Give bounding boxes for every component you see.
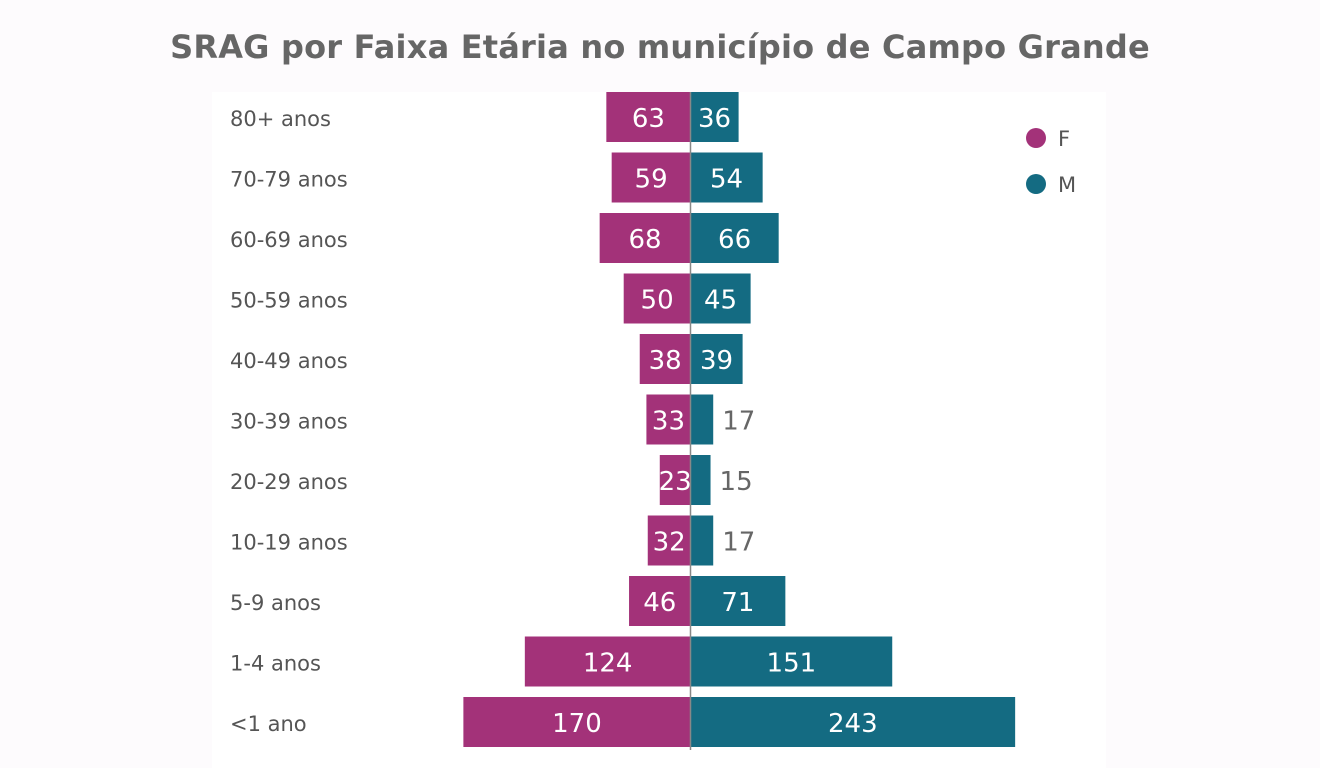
bar-m [690,152,763,203]
bar-m [690,697,1016,747]
bar-f [599,213,691,263]
bar-f [647,515,691,566]
bars [463,92,1016,747]
value-label-f: 46 [643,588,676,618]
category-label: 50-59 anos [230,289,348,313]
bar-f [606,92,691,142]
bar-m [690,455,711,505]
value-label-f: 124 [583,649,633,679]
category-label: <1 ano [230,712,307,736]
chart-title: SRAG por Faixa Etária no município de Ca… [170,28,1150,66]
category-label: 1-4 anos [230,652,321,676]
value-label-f: 38 [649,346,682,376]
value-label-m: 71 [721,588,754,618]
legend-marker [1026,128,1046,148]
category-label: 10-19 anos [230,531,348,555]
bar-f [639,334,691,384]
legend-marker [1026,174,1046,194]
category-label: 60-69 anos [230,228,348,252]
category-label: 20-29 anos [230,470,348,494]
bar-m [690,273,751,324]
bar-m [690,576,786,626]
value-label-m: 15 [720,467,753,497]
legend-label: M [1058,173,1076,197]
bar-m [690,636,893,687]
legend-label: F [1058,127,1070,151]
category-label: 30-39 anos [230,410,348,434]
value-label-f: 63 [632,104,665,134]
value-label-f: 32 [653,528,686,558]
category-label: 80+ anos [230,107,331,131]
bar-f [623,273,691,324]
bar-f [524,636,691,687]
value-label-m: 66 [718,225,751,255]
bar-f [629,576,691,626]
bar-m [690,334,743,384]
legend: FM [1026,127,1076,197]
value-label-m: 36 [698,104,731,134]
category-labels: 80+ anos 70-79 anos 60-69 anos 50-59 anos 40… [230,107,348,736]
value-label-f: 50 [641,286,674,316]
value-label-m: 151 [767,649,817,679]
category-label: 5-9 anos [230,591,321,615]
bar-f [646,394,691,445]
bar-m [690,92,739,142]
bar-m [690,213,779,263]
value-label-f: 170 [552,709,602,739]
value-label-m: 39 [700,346,733,376]
value-label-f: 59 [635,165,668,195]
value-label-m: 54 [710,165,743,195]
bar-f [611,152,691,203]
bar-f [659,455,691,505]
value-labels: 63 36 59 54 68 66 50 45 38 39 33 17 23 15 32 17 46 71 124 1… [552,104,878,739]
value-label-f: 33 [652,407,685,437]
bar-f [463,697,691,747]
bar-m [690,394,714,445]
value-label-m: 45 [704,286,737,316]
value-label-m: 17 [722,528,755,558]
bar-m [690,515,714,566]
category-label: 70-79 anos [230,168,348,192]
value-label-f: 23 [659,467,692,497]
value-label-m: 243 [828,709,878,739]
category-label: 40-49 anos [230,349,348,373]
value-label-f: 68 [629,225,662,255]
value-label-m: 17 [722,407,755,437]
